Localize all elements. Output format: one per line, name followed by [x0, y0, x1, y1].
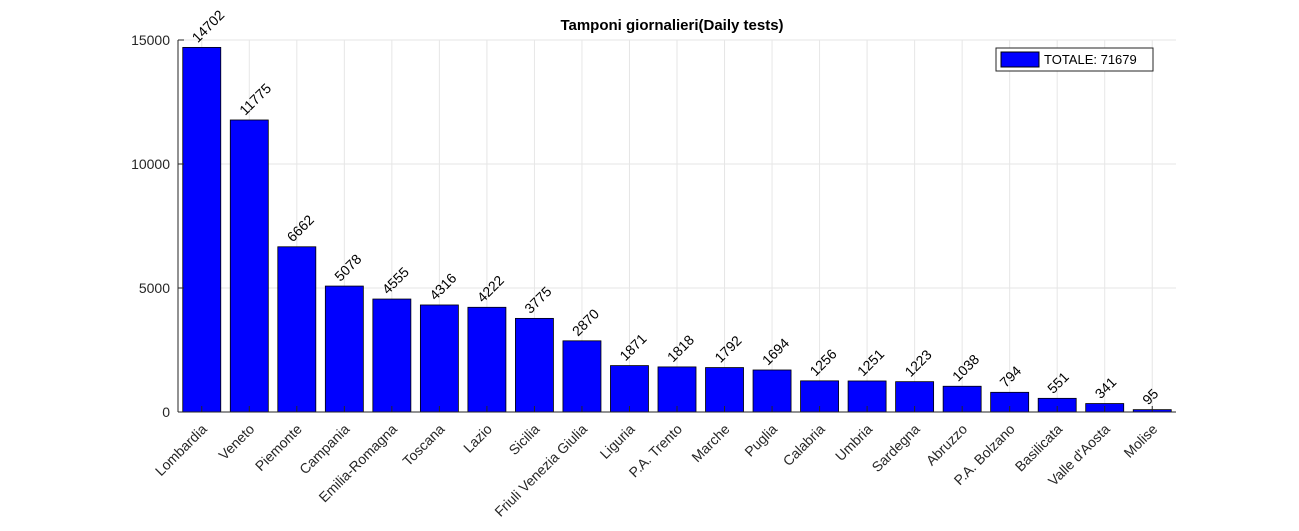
bar [229, 119, 269, 413]
bar [182, 46, 222, 413]
y-tick-label: 10000 [131, 156, 170, 172]
chart-title: Tamponi giornalieri(Daily tests) [560, 17, 783, 34]
bar [467, 306, 507, 413]
bar [610, 365, 649, 413]
bar [419, 304, 459, 413]
legend-label: TOTALE: 71679 [1044, 52, 1137, 67]
bars [182, 46, 1172, 413]
bar [705, 367, 744, 413]
y-tick-label: 15000 [131, 32, 170, 48]
bar [752, 369, 792, 413]
bar [372, 298, 412, 413]
legend: TOTALE: 71679 [995, 47, 1154, 72]
y-tick-label: 5000 [139, 280, 170, 296]
bar [562, 340, 602, 413]
bar [515, 317, 554, 413]
legend-swatch [1000, 51, 1040, 68]
bar [657, 366, 697, 413]
y-tick-label: 0 [162, 404, 170, 420]
bar [324, 285, 364, 413]
bar [277, 246, 317, 413]
